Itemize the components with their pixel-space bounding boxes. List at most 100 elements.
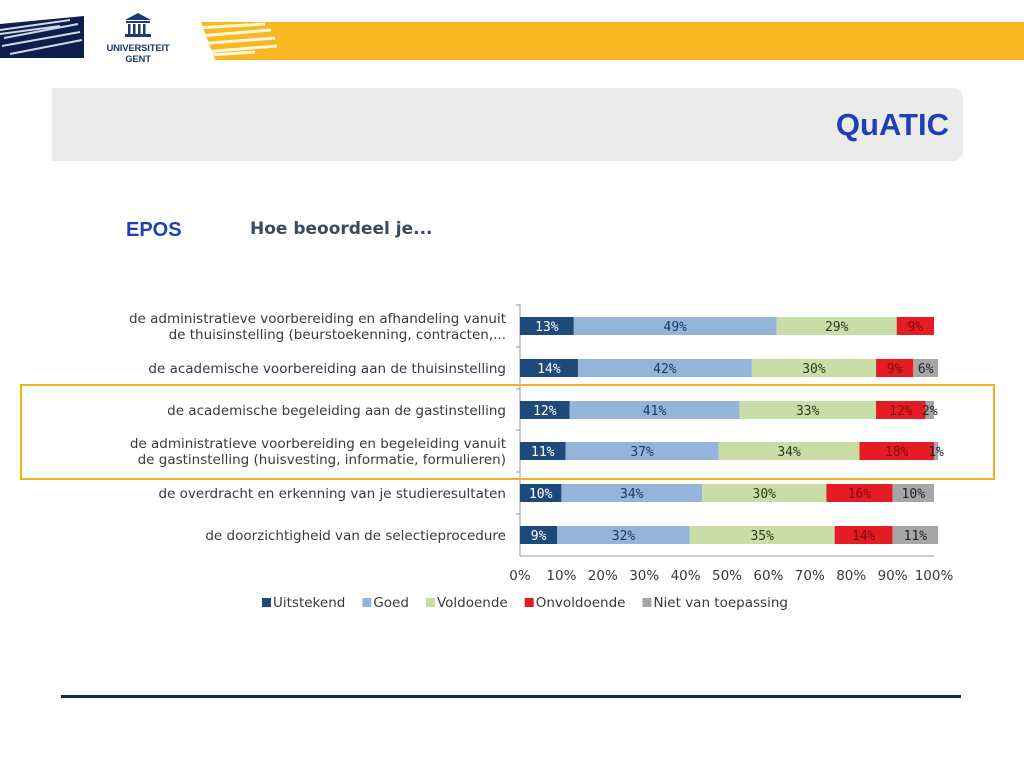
legend-label: Goed [373,595,409,611]
bar-segment [934,442,939,460]
data-label: 30% [753,487,777,502]
data-label: 35% [750,529,774,544]
legend-swatch [362,598,372,607]
data-label: 10% [529,487,553,502]
x-tick-label: 70% [795,568,825,584]
data-label: 18% [885,445,909,460]
data-label: 42% [653,362,677,377]
x-tick-label: 80% [836,568,866,584]
bar-segment [892,484,934,502]
bar-segment [577,359,752,377]
data-label: 32% [612,529,636,544]
bar-segment [520,359,578,377]
category-label: de gastinstelling (huisvesting, informat… [138,452,506,468]
data-label: 29% [825,320,849,335]
legend-label: Uitstekend [273,595,345,611]
data-label: 37% [630,445,654,460]
data-label: 16% [848,487,872,502]
data-label: 30% [802,362,826,377]
data-label: 34% [620,487,644,502]
x-tick-label: 30% [629,568,659,584]
x-tick-label: 60% [753,568,783,584]
category-label: de overdracht en erkenning van je studie… [158,486,506,502]
data-label: 14% [537,362,561,377]
category-label: de administratieve voorbereiding en afha… [129,311,506,327]
bar-segment [565,442,719,460]
logo-text-universiteit: UNIVERSITEIT [106,43,170,54]
bar-segment [520,484,562,502]
x-tick-label: 90% [878,568,908,584]
bar-segment [520,317,574,335]
title-bar: QuATIC [52,88,963,161]
data-label: 13% [535,320,559,335]
legend-swatch [425,598,435,607]
bar-segment [776,317,897,335]
data-label: 1% [928,445,944,460]
brush-strokes-right [195,22,1024,60]
data-label: 2% [922,404,938,419]
bar-segment [557,526,690,544]
bar-segment [826,484,893,502]
data-label: 9% [887,362,903,377]
legend-label: Onvoldoende [536,595,626,611]
bar-segment [520,401,570,419]
bar-segment [718,442,860,460]
data-label: 9% [908,320,924,335]
bar-segment [520,442,566,460]
x-tick-label: 50% [712,568,742,584]
chart-title: Hoe beoordeel je... [250,219,433,239]
bar-segment [689,526,835,544]
logo-text-gent: GENT [125,54,151,65]
data-label: 9% [531,529,547,544]
bar-segment [561,484,703,502]
bar-segment [913,359,939,377]
x-tick-label: 100% [915,568,954,584]
bar-segment [896,317,934,335]
data-label: 33% [796,404,820,419]
bar-segment [702,484,827,502]
category-label: de academische voorbereiding aan de thui… [148,361,506,377]
bar-segment [876,401,926,419]
data-label: 12% [533,404,557,419]
data-label: 12% [889,404,913,419]
highlight-box [20,384,995,480]
bar-segment [925,401,934,419]
legend-swatch [262,598,271,607]
data-label: 34% [777,445,801,460]
bar-segment [892,526,939,544]
x-tick-label: 10% [546,568,576,584]
legend-swatch [642,598,652,607]
bar-segment [739,401,877,419]
x-tick-label: 20% [588,568,618,584]
bar-segment [751,359,877,377]
bar-segment [859,442,934,460]
category-label: de academische begeleiding aan de gastin… [167,403,506,419]
legend-label: Voldoende [437,595,508,611]
data-label: 11% [904,529,928,544]
bar-segment [569,401,740,419]
data-label: 41% [643,404,667,419]
x-tick-label: 40% [671,568,701,584]
section-label: EPOS [126,219,182,241]
header-band: UNIVERSITEIT GENT [0,0,1024,80]
bar-segment [520,526,558,544]
app-title: QuATIC [835,107,949,142]
bar-segment [876,359,914,377]
category-label: de thuisinstelling (beurstoekenning, con… [169,327,506,343]
data-label: 14% [852,529,876,544]
category-label: de doorzichtigheid van de selectieproced… [205,528,506,544]
data-label: 49% [664,320,688,335]
data-label: 11% [531,445,555,460]
legend-swatch [524,598,534,607]
bar-segment [573,317,777,335]
bar-segment [834,526,893,544]
category-label: de administratieve voorbereiding en bege… [130,436,506,452]
building-icon [125,13,151,37]
footer-divider [61,695,961,698]
data-label: 10% [902,487,926,502]
university-logo[interactable]: UNIVERSITEIT GENT [98,12,178,72]
brush-strokes-left [0,16,84,58]
x-tick-label: 0% [509,568,531,584]
legend-label: Niet van toepassing [653,595,788,611]
